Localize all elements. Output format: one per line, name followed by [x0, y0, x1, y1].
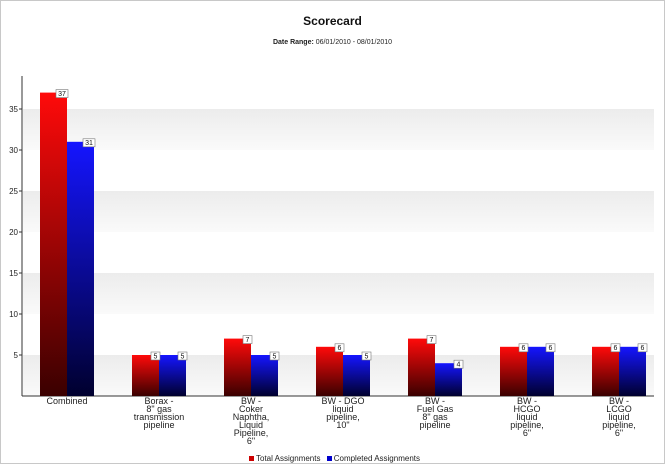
chart-title: Scorecard	[303, 14, 362, 28]
x-tick-label: pipeline,	[326, 412, 360, 422]
date-range-value: 06/01/2010 - 08/01/2010	[315, 39, 393, 46]
data-label: 6	[641, 345, 645, 352]
data-label-box	[269, 351, 280, 361]
data-label: 6	[549, 345, 553, 352]
bar-total	[316, 346, 343, 396]
bar-completed	[159, 355, 186, 396]
data-label: 5	[154, 353, 158, 360]
bar-completed	[619, 346, 646, 396]
x-tick-label: BW -	[241, 396, 261, 406]
x-tick-label: Coker	[239, 404, 263, 414]
data-label-box	[518, 343, 529, 353]
x-tick-label: 10"	[336, 420, 349, 430]
data-label: 6	[338, 345, 342, 352]
x-tick-label: 6"	[615, 428, 623, 438]
x-tick-label: pipeline,	[510, 420, 544, 430]
x-tick-label: pipeline	[419, 420, 450, 430]
legend-label-completed: Completed Assignments	[333, 454, 420, 463]
data-label-box	[453, 359, 464, 369]
x-tick-label: 6"	[247, 436, 255, 446]
grid-band	[23, 191, 654, 232]
bar-completed	[251, 355, 278, 396]
x-tick-label: pipeline	[143, 420, 174, 430]
bar-total	[592, 346, 619, 396]
grid-band	[23, 273, 654, 314]
data-label: 5	[181, 353, 185, 360]
bar-completed	[67, 141, 94, 396]
y-tick-label: 15	[9, 269, 18, 278]
chart-legend: Total Assignments Completed Assignments	[0, 454, 665, 463]
data-label-box	[637, 343, 648, 353]
data-label-box	[177, 351, 188, 361]
data-label-box	[242, 335, 253, 344]
y-tick-label: 5	[14, 351, 19, 360]
data-label: 5	[273, 353, 277, 360]
bar-completed	[435, 363, 462, 396]
x-tick-label: liquid	[516, 412, 537, 422]
data-label-box	[426, 335, 437, 344]
x-tick-label: Fuel Gas	[417, 404, 454, 414]
y-tick-label: 10	[9, 310, 18, 319]
legend-swatch-total	[249, 456, 254, 462]
x-tick-label: Pipeline,	[234, 428, 269, 438]
data-label: 6	[522, 345, 526, 352]
bar-total	[224, 338, 251, 396]
y-tick-label: 25	[9, 187, 18, 196]
data-label: 6	[614, 345, 618, 352]
data-label: 5	[365, 353, 369, 360]
bar-total	[132, 355, 159, 396]
data-label-box	[334, 343, 345, 353]
bar-total	[40, 92, 67, 396]
y-tick-label: 20	[9, 228, 18, 237]
data-label-box	[545, 343, 556, 353]
date-range-label: Date Range:	[272, 39, 314, 46]
x-tick-label: Liquid	[239, 420, 263, 430]
bar-total	[408, 338, 435, 396]
x-tick-label: 6"	[523, 428, 531, 438]
x-tick-label: liquid	[332, 404, 353, 414]
x-tick-label: BW -	[517, 396, 537, 406]
x-tick-label: liquid	[608, 412, 629, 422]
data-label: 7	[246, 337, 250, 344]
data-label-box	[150, 351, 161, 361]
x-tick-label: Borax -	[144, 396, 173, 406]
x-tick-label: Combined	[46, 396, 87, 406]
data-label: 4	[457, 362, 461, 369]
data-label: 37	[58, 91, 66, 98]
x-tick-label: LCGO	[606, 404, 632, 414]
legend-label-total: Total Assignments	[256, 454, 321, 463]
x-tick-label: pipeline,	[602, 420, 636, 430]
x-tick-label: BW -	[609, 396, 629, 406]
bar-completed	[343, 355, 370, 396]
data-label: 31	[85, 140, 93, 147]
y-tick-label: 35	[9, 105, 18, 114]
bar-completed	[527, 346, 554, 396]
chart-subtitle: Date Range: 06/01/2010 - 08/01/2010	[0, 39, 665, 46]
x-tick-label: transmission	[134, 412, 185, 422]
data-label-box	[361, 351, 372, 361]
data-label: 7	[430, 337, 434, 344]
x-tick-label: Naphtha,	[233, 412, 270, 422]
data-label-box	[55, 89, 69, 98]
legend-swatch-completed	[326, 456, 332, 462]
x-tick-label: HCGO	[514, 404, 541, 414]
data-label-box	[82, 138, 96, 148]
grid-band	[23, 109, 654, 150]
x-tick-label: 8" gas	[422, 412, 448, 422]
y-tick-label: 30	[9, 146, 18, 155]
data-label-box	[610, 343, 621, 353]
x-tick-label: 8" gas	[146, 404, 172, 414]
x-tick-label: BW -	[425, 396, 445, 406]
x-tick-label: BW - DGO	[322, 396, 365, 406]
bar-total	[500, 346, 527, 396]
